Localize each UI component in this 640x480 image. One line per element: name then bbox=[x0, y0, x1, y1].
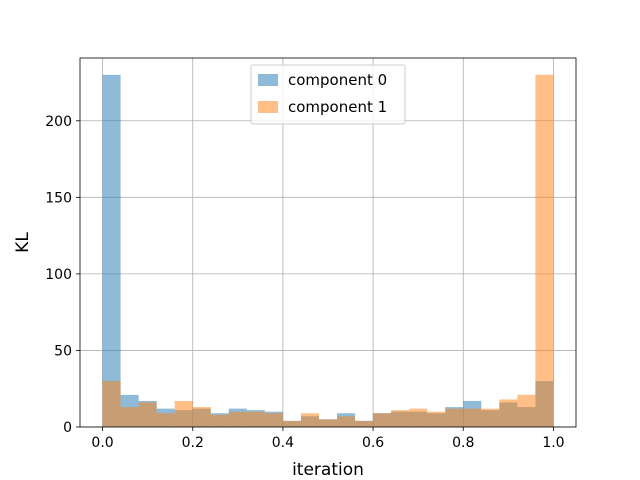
histogram-bar-component-1 bbox=[535, 74, 554, 428]
histogram-bar-component-1 bbox=[282, 420, 301, 427]
x-tick-label: 0.0 bbox=[91, 435, 113, 451]
histogram-bar-component-1 bbox=[517, 394, 536, 427]
histogram-bar-component-1 bbox=[481, 408, 500, 427]
histogram-bar-component-1 bbox=[445, 408, 464, 427]
x-tick-label: 0.2 bbox=[182, 435, 204, 451]
histogram-bar-component-1 bbox=[391, 410, 410, 427]
y-tick-label: 150 bbox=[45, 190, 72, 206]
plot-frame bbox=[79, 57, 577, 428]
histogram-bar-component-1 bbox=[337, 416, 356, 427]
histogram-bar-component-1 bbox=[463, 408, 482, 427]
histogram-bar-component-1 bbox=[264, 413, 283, 427]
x-tick-label: 0.8 bbox=[452, 435, 474, 451]
histogram-bar-component-1 bbox=[120, 407, 139, 427]
axis-ticks: 0.0 0.2 0.4 0.6 0.8 1.0 0 50 100 150 200 bbox=[45, 114, 564, 451]
histogram-bar-component-1 bbox=[210, 414, 229, 427]
histogram-bar-component-1 bbox=[499, 399, 518, 427]
legend: component 0 component 1 bbox=[250, 64, 406, 125]
legend-label-component-0: component 0 bbox=[288, 71, 387, 89]
histogram-bar-component-1 bbox=[318, 419, 338, 427]
x-tick-label: 1.0 bbox=[542, 435, 564, 451]
y-tick-label: 50 bbox=[54, 343, 72, 359]
histogram-bar-component-0 bbox=[102, 74, 121, 428]
histogram-bar-component-1 bbox=[409, 408, 428, 427]
y-tick-label: 100 bbox=[45, 267, 72, 283]
x-axis-label: iteration bbox=[292, 460, 364, 480]
x-tick-label: 0.4 bbox=[272, 435, 294, 451]
histogram-bar-component-1 bbox=[156, 413, 175, 427]
histogram-bars bbox=[102, 74, 554, 428]
histogram-bar-component-1 bbox=[192, 407, 211, 427]
histogram-bar-component-1 bbox=[300, 413, 319, 427]
y-tick-label: 200 bbox=[45, 114, 72, 130]
legend-swatch-component-1 bbox=[258, 101, 278, 113]
histogram-bar-component-1 bbox=[373, 413, 392, 427]
legend-swatch-component-0 bbox=[258, 74, 278, 86]
histogram-bar-component-1 bbox=[138, 402, 157, 427]
legend-box bbox=[250, 64, 406, 125]
histogram-bar-component-1 bbox=[174, 400, 193, 427]
histogram-bar-component-1 bbox=[228, 411, 247, 427]
histogram-bar-component-1 bbox=[355, 420, 374, 427]
histogram-bar-component-1 bbox=[427, 411, 446, 427]
y-axis-label: KL bbox=[13, 232, 33, 253]
x-tick-label: 0.6 bbox=[362, 435, 384, 451]
histogram-bar-component-1 bbox=[102, 381, 121, 427]
histogram-bar-component-1 bbox=[246, 411, 265, 427]
y-tick-label: 0 bbox=[63, 420, 72, 436]
legend-label-component-1: component 1 bbox=[288, 98, 387, 116]
